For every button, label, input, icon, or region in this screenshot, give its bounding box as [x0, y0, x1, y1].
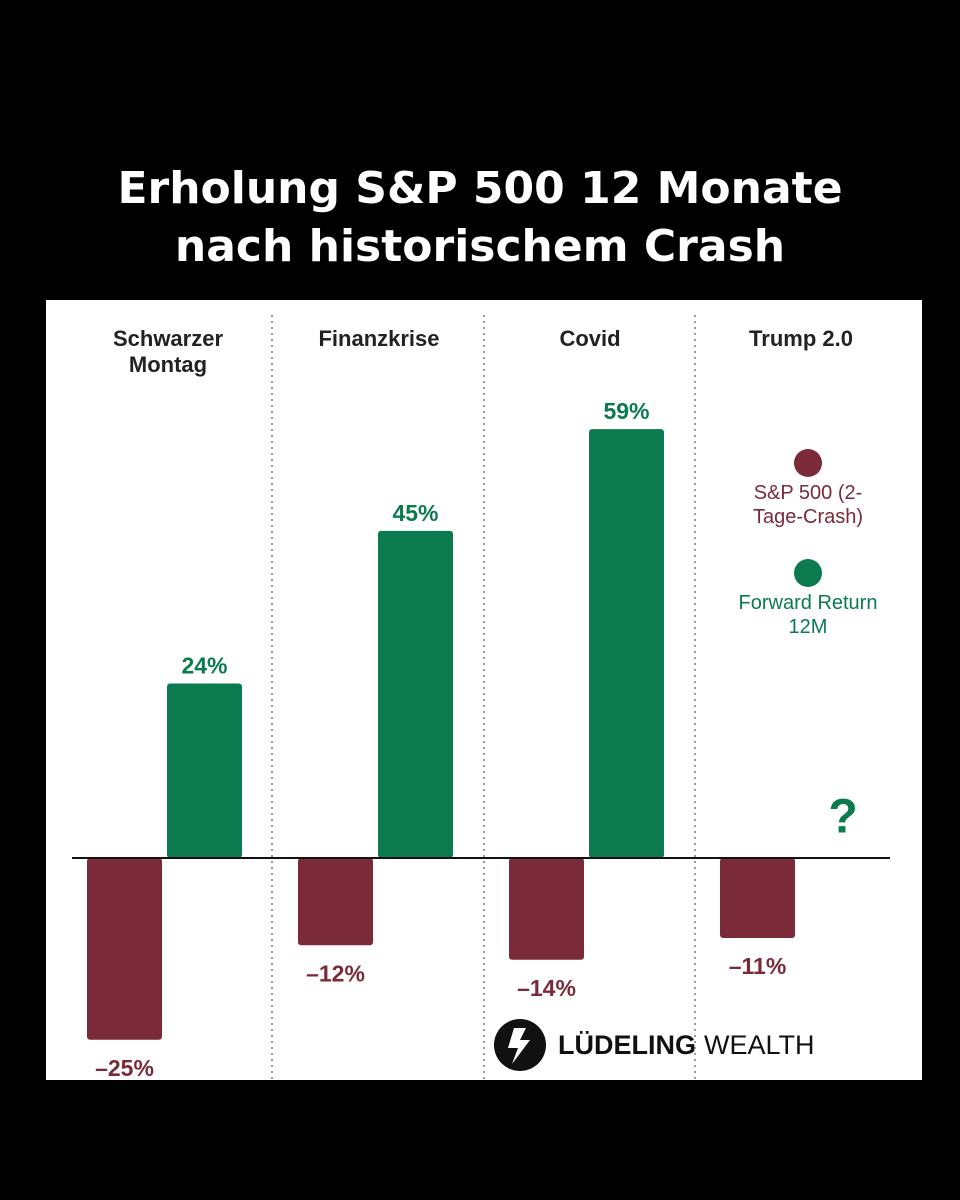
bar: [87, 858, 162, 1040]
category-label: Schwarzer Montag: [112, 326, 224, 377]
category-label: Trump 2.0: [749, 326, 853, 351]
category-label: Finanzkrise: [318, 326, 440, 351]
brand-name: LÜDELING: [558, 1030, 696, 1060]
value-label: 24%: [181, 653, 227, 679]
brand-suffix: WEALTH: [704, 1030, 815, 1060]
legend-marker: [794, 559, 822, 587]
value-label: –25%: [95, 1055, 154, 1080]
bar: [167, 683, 242, 858]
bar: [589, 429, 664, 858]
value-label: –14%: [517, 975, 576, 1001]
chart: LÜDELING WEALTH –25% –12% –14% –11% 24% 45% 59%…: [72, 315, 890, 1080]
legend-marker: [794, 449, 822, 477]
bar: [298, 858, 373, 946]
value-label: 59%: [603, 398, 649, 424]
value-label: –12%: [306, 960, 365, 986]
value-label: –11%: [729, 953, 787, 979]
annotation: ?: [828, 791, 857, 844]
bar: [378, 530, 453, 858]
logo-bolt: [508, 1028, 530, 1064]
legend-label: Forward Return 12M: [738, 592, 878, 638]
category-label: Covid: [559, 326, 621, 351]
value-label: 45%: [392, 500, 438, 526]
bar: [509, 858, 584, 960]
logo-text: LÜDELING WEALTH: [558, 1030, 815, 1060]
chart-title: Erholung S&P 500 12 Monate nach historis…: [117, 163, 843, 272]
bar: [720, 858, 795, 938]
legend-label: S&P 500 (2-Tage-Crash): [752, 482, 864, 528]
logo: LÜDELING WEALTH: [494, 1019, 815, 1071]
chart-panel: LÜDELING WEALTH –25% –12% –14% –11% 24% 45% 59%…: [46, 300, 922, 1080]
